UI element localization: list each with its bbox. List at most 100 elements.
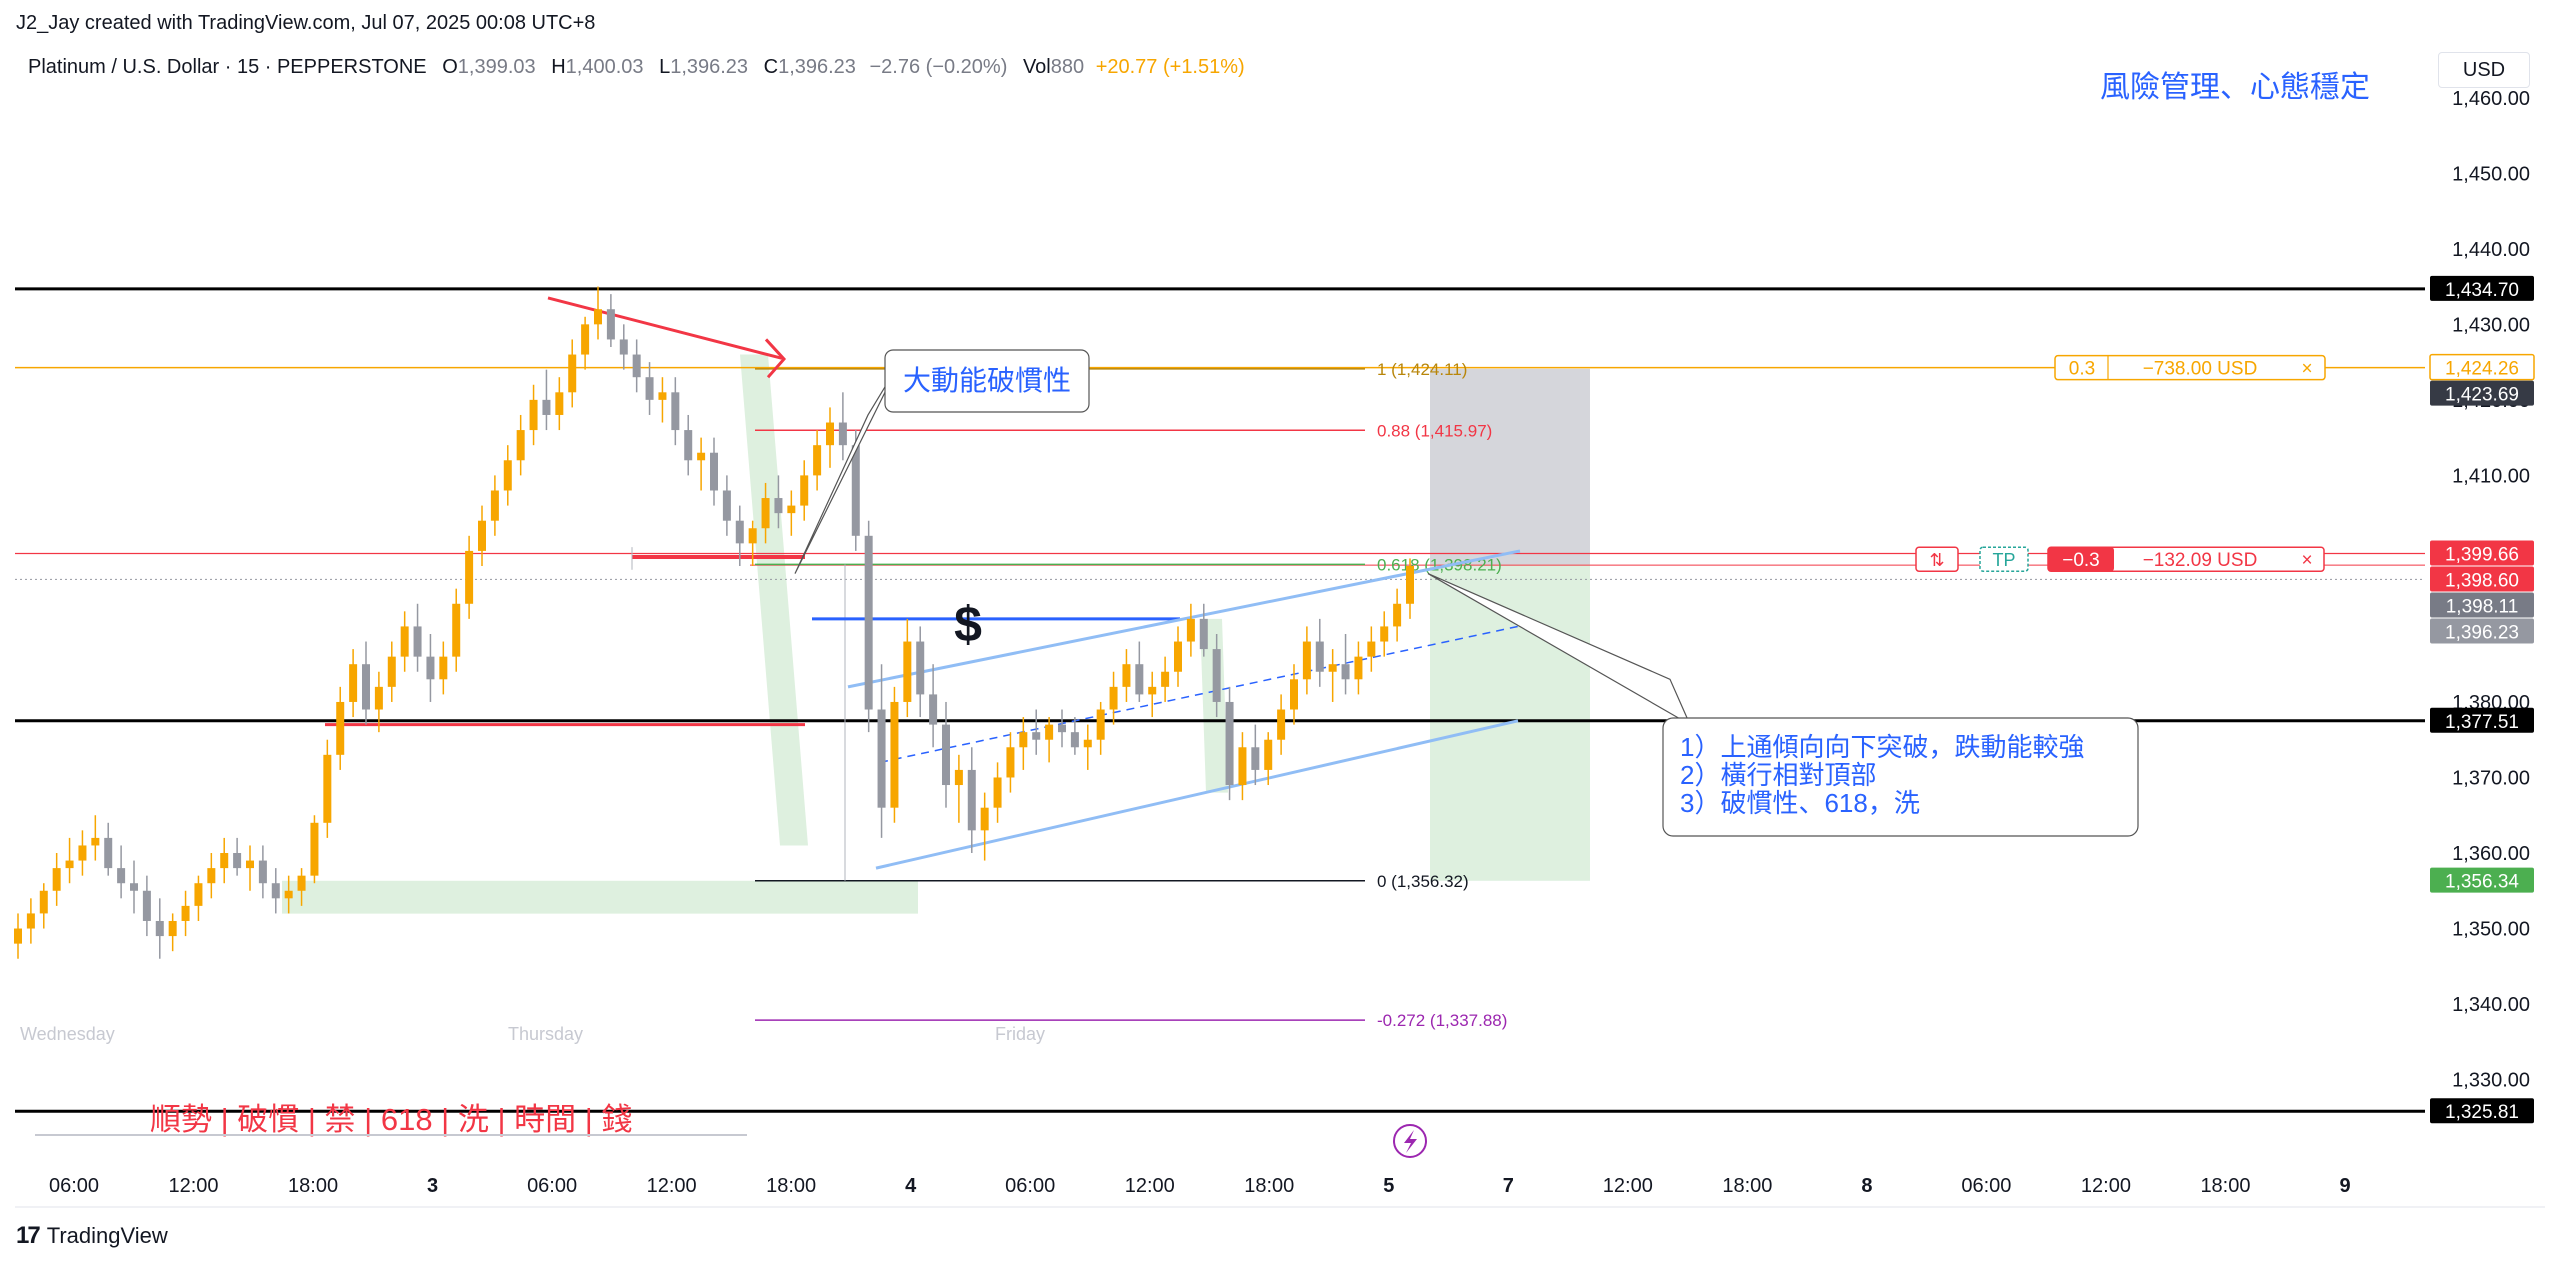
- volume-key: Vol: [1022, 56, 1051, 78]
- callout-box[interactable]: [1662, 717, 2139, 837]
- candle-body: [26, 913, 35, 929]
- tradingview-logo[interactable]: 17 TradingView: [16, 1222, 168, 1250]
- price-label: 1,356.34: [2445, 872, 2519, 893]
- price-tick-label: 1,330.00: [2452, 1070, 2530, 1092]
- candle-body: [684, 430, 693, 461]
- candle-body: [1186, 618, 1195, 642]
- take-profit-button[interactable]: [1979, 546, 2029, 572]
- candle-body: [117, 868, 126, 884]
- callout-box[interactable]: [884, 349, 1090, 413]
- price-label: 1,398.11: [2446, 596, 2519, 617]
- time-tick-label: 12:00: [168, 1175, 218, 1197]
- candle-body: [39, 890, 48, 914]
- lightning-bolt-icon: [1404, 1130, 1417, 1153]
- time-tick-label: 06:00: [1961, 1175, 2011, 1197]
- candle-body: [220, 853, 229, 869]
- fib-level-label: 0 (1,356.32): [1377, 872, 1469, 891]
- red-arrow-head-icon: [764, 338, 787, 379]
- order-pnl: −738.00 USD: [2143, 359, 2258, 380]
- candle-body: [297, 875, 306, 891]
- take-profit-label: TP: [1992, 550, 2015, 570]
- candle-body: [542, 399, 551, 415]
- price-tick-label: 1,460.00: [2452, 88, 2530, 110]
- order-close-icon[interactable]: ×: [2301, 359, 2312, 380]
- candle-body: [452, 603, 461, 657]
- time-tick-label: 12:00: [1603, 1175, 1653, 1197]
- candle-body: [1354, 656, 1363, 680]
- price-tick-label: 1,410.00: [2452, 465, 2530, 487]
- position-qty: −0.3: [2062, 550, 2100, 571]
- candle-body: [1367, 641, 1376, 657]
- candle-body: [1135, 664, 1144, 695]
- candle-body: [65, 860, 74, 869]
- candle-body: [954, 769, 963, 786]
- time-tick-label: 18:00: [288, 1175, 338, 1197]
- candle-body: [246, 860, 254, 869]
- candle-body: [400, 626, 409, 657]
- price-label: 1,398.60: [2445, 570, 2519, 591]
- symbol-name[interactable]: Platinum / U.S. Dollar · 15 · PEPPERSTON…: [28, 56, 427, 78]
- candle-body: [1006, 747, 1015, 778]
- candle-body: [168, 920, 177, 937]
- position-close-icon[interactable]: ×: [2301, 550, 2312, 571]
- time-tick-label: 12:00: [2081, 1175, 2131, 1197]
- time-tick-label: 12:00: [1125, 1175, 1175, 1197]
- stop-loss-zone: [1430, 368, 1590, 565]
- candle-body: [155, 920, 164, 937]
- candle-body: [271, 883, 280, 899]
- candle-body: [619, 339, 628, 355]
- candle-body: [14, 928, 22, 944]
- price-label: 1,396.23: [2445, 622, 2519, 643]
- bottom-note: 順勢 | 破慣 | 禁 | 618 | 洗 | 時間 | 錢: [150, 1102, 632, 1137]
- candle-body: [1406, 566, 1414, 604]
- reverse-button[interactable]: [1915, 546, 1959, 572]
- chart-credit: J2_Jay created with TradingView.com, Jul…: [16, 12, 596, 34]
- price-label-box: [2430, 380, 2534, 406]
- candle-body: [426, 656, 435, 680]
- candle-body: [1380, 626, 1389, 642]
- tradingview-logo-text: TradingView: [46, 1223, 168, 1248]
- symbol-legend: Platinum / U.S. Dollar · 15 · PEPPERSTON…: [28, 56, 1245, 79]
- candle-body: [1174, 641, 1182, 672]
- candle-body: [864, 535, 873, 710]
- order-widget[interactable]: [2054, 354, 2326, 381]
- candle-body: [1393, 603, 1402, 627]
- candle-body: [710, 452, 718, 491]
- candle-body: [555, 392, 564, 415]
- support-zone: [282, 880, 918, 914]
- price-label-box: [2430, 275, 2534, 301]
- candle-body: [1225, 701, 1234, 786]
- price-label: 1,424.26: [2445, 359, 2519, 380]
- time-tick-label: 9: [2339, 1175, 2350, 1197]
- candle-body: [310, 822, 319, 876]
- candle-body: [194, 883, 203, 906]
- candle-body: [1328, 664, 1337, 672]
- candle-body: [1238, 747, 1247, 786]
- top-right-note: 風險管理、心態穩定: [2100, 71, 2370, 104]
- candle-body: [1083, 739, 1092, 748]
- candle-body: [181, 905, 190, 921]
- candle-body: [993, 777, 1002, 808]
- time-tick-label: 8: [1861, 1175, 1872, 1197]
- candle-body: [632, 354, 641, 378]
- candle-body: [645, 377, 654, 400]
- candle-body: [336, 701, 345, 755]
- candle-body: [774, 498, 783, 514]
- candle-body: [1264, 739, 1273, 770]
- time-tick-label: 18:00: [2200, 1175, 2250, 1197]
- price-label-box: [2430, 1098, 2534, 1124]
- time-tick-label: 06:00: [49, 1175, 99, 1197]
- channel-bottom-line[interactable]: [875, 719, 1519, 870]
- volume-value: 880: [1050, 56, 1085, 78]
- candle-body: [52, 868, 61, 891]
- candle-body: [323, 754, 332, 823]
- candle-body: [942, 724, 950, 786]
- red-arrow-line[interactable]: [547, 296, 783, 360]
- currency-button[interactable]: USD: [2438, 52, 2530, 88]
- change-value: −2.76 (−0.20%): [869, 56, 1008, 78]
- bottom-note-underline: [35, 1134, 747, 1136]
- candle-body: [349, 664, 358, 702]
- candle-body: [594, 309, 602, 325]
- candle-body: [1161, 671, 1170, 687]
